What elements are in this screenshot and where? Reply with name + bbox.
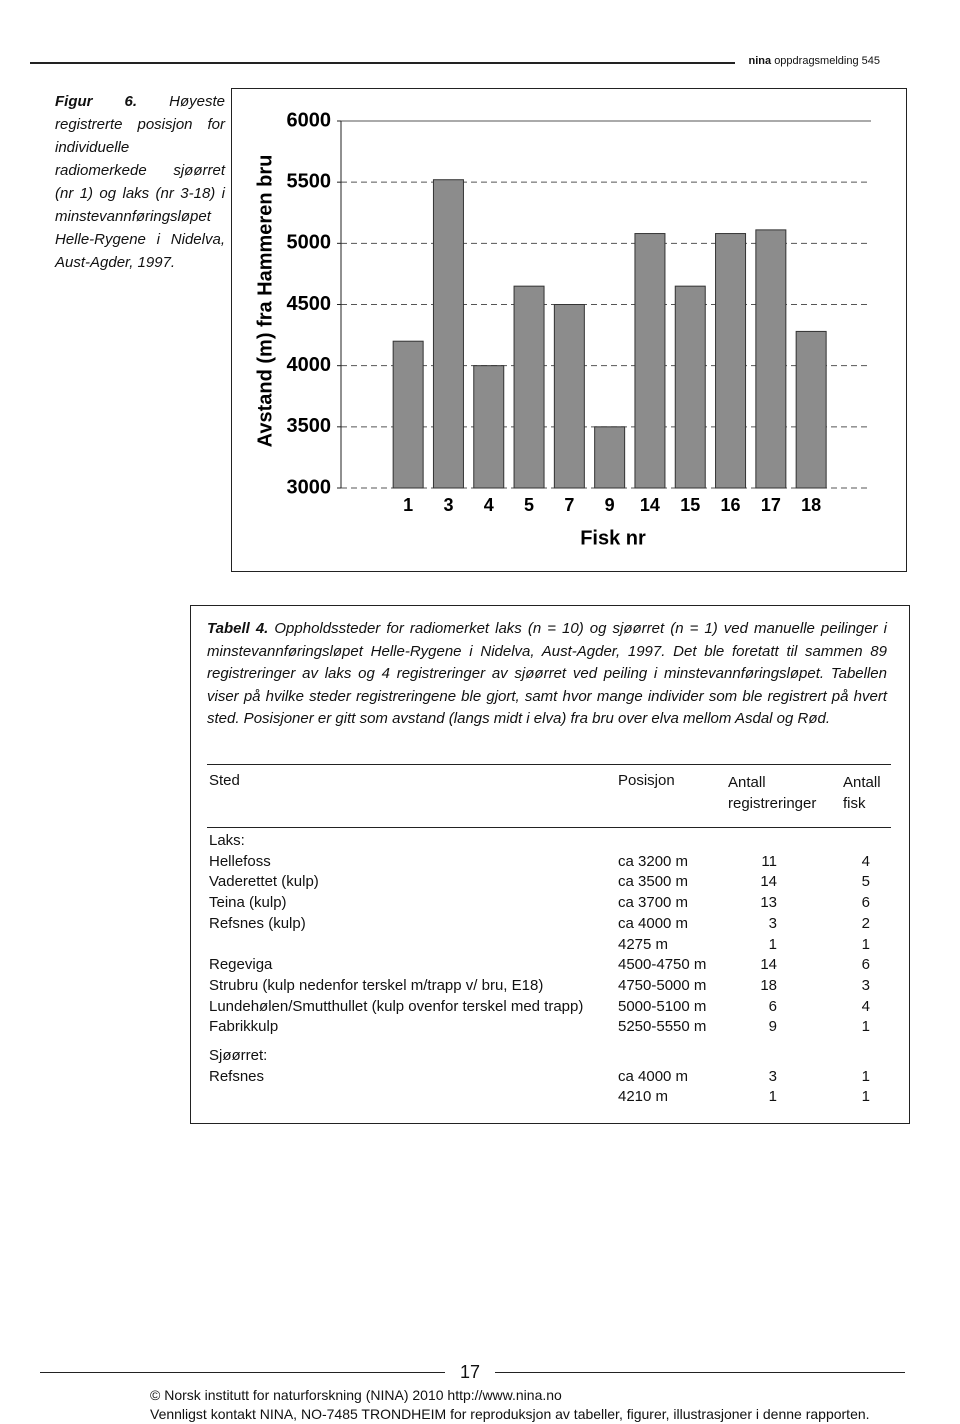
fish-count: 1 (861, 1088, 870, 1106)
position: ca 3500 m (618, 873, 689, 891)
bar (432, 179, 464, 489)
place: Teina (kulp) (209, 894, 287, 912)
position: 4750-5000 m (618, 976, 707, 994)
group-label: Sjøørret: (209, 1047, 268, 1064)
table-box: Tabell 4. Oppholdssteder for radiomerket… (190, 605, 910, 1124)
registrations: 13 (760, 894, 777, 912)
registrations: 9 (768, 1018, 777, 1036)
x-tick-label: 18 (801, 495, 821, 515)
y-tick-label: 5500 (287, 170, 332, 192)
figure-caption: Figur 6. Høyeste registrerte posisjon fo… (55, 90, 225, 274)
footer-rule (40, 1372, 445, 1373)
header-brand: nina (748, 55, 772, 67)
fish-count: 4 (861, 852, 870, 870)
y-tick-label: 5000 (287, 232, 332, 254)
y-tick-label: 4000 (287, 354, 332, 376)
footer-rule (495, 1372, 905, 1373)
place: Lundehølen/Smutthullet (kulp ovenfor ter… (209, 997, 584, 1015)
place: Fabrikkulp (209, 1018, 279, 1036)
table-rule (207, 764, 891, 765)
table-caption-text: Oppholdssteder for radiomerket laks (n =… (207, 620, 887, 727)
x-tick-label: 14 (640, 495, 660, 515)
x-axis-title: Fisk nr (580, 527, 646, 549)
place: Hellefoss (209, 852, 271, 870)
fish-count: 1 (861, 935, 870, 953)
place: Refsnes (209, 1067, 265, 1085)
position: 4500-4750 m (618, 956, 707, 974)
registrations: 18 (760, 976, 777, 994)
position: ca 4000 m (618, 914, 689, 932)
registrations: 3 (768, 1067, 777, 1085)
header-rule (30, 62, 735, 64)
fish-count: 1 (861, 1018, 870, 1036)
group-label: Laks: (209, 832, 245, 849)
x-tick-label: 15 (680, 495, 700, 515)
registrations: 14 (760, 956, 777, 974)
y-tick-label: 3000 (287, 476, 332, 498)
position: ca 3200 m (618, 852, 689, 870)
registrations: 1 (768, 1088, 777, 1106)
fish-count: 1 (861, 1067, 870, 1085)
column-header: Antall registreringer (728, 774, 817, 812)
place: Strubru (kulp nedenfor terskel m/trapp v… (209, 976, 544, 994)
fish-count: 6 (861, 956, 870, 974)
y-tick-label: 3500 (287, 415, 332, 437)
x-tick-label: 17 (761, 495, 781, 515)
fish-count: 2 (861, 914, 870, 932)
bar (594, 426, 626, 489)
registrations: 3 (768, 914, 777, 932)
registrations: 1 (768, 935, 777, 953)
x-tick-label: 16 (721, 495, 741, 515)
x-tick-label: 5 (524, 495, 534, 515)
fish-count: 5 (861, 873, 870, 891)
bar (795, 330, 827, 489)
registrations: 14 (760, 873, 777, 891)
notice: Vennligst kontakt NINA, NO-7485 TRONDHEI… (150, 1406, 870, 1422)
chart: Avstand (m) fra Hammeren bru Fisk nr 300… (231, 88, 907, 572)
bar (513, 285, 545, 489)
column-header: Antall fisk (843, 774, 881, 812)
registrations: 11 (761, 852, 777, 870)
place: Regeviga (209, 956, 273, 974)
position: 4210 m (618, 1088, 669, 1106)
figure-caption-text: Høyeste registrerte posisjon for individ… (55, 93, 226, 271)
fish-count: 6 (861, 894, 870, 912)
header: nina oppdragsmelding 545 (749, 55, 881, 67)
bar (674, 285, 706, 489)
x-tick-label: 4 (484, 495, 494, 515)
x-tick-label: 9 (605, 495, 615, 515)
header-text: oppdragsmelding 545 (774, 55, 880, 67)
registrations: 6 (768, 997, 777, 1015)
fish-count: 3 (861, 976, 870, 994)
place: Vaderettet (kulp) (209, 873, 319, 891)
bar (755, 229, 787, 489)
column-header: Posisjon (618, 772, 675, 789)
position: ca 4000 m (618, 1067, 689, 1085)
place: Refsnes (kulp) (209, 914, 306, 932)
position: ca 3700 m (618, 894, 689, 912)
y-tick-label: 4500 (287, 293, 332, 315)
x-tick-label: 3 (443, 495, 453, 515)
table-label: Tabell 4. (207, 620, 269, 637)
copyright: © Norsk institutt for naturforskning (NI… (150, 1387, 562, 1403)
bar (634, 233, 666, 489)
table-rule (207, 827, 891, 828)
bar (715, 233, 747, 489)
page-number: 17 (459, 1362, 481, 1382)
figure-label: Figur 6. (55, 93, 138, 110)
y-tick-label: 6000 (287, 109, 332, 131)
bar (553, 304, 585, 489)
bar (392, 340, 424, 489)
position: 5250-5550 m (618, 1018, 707, 1036)
y-axis-title: Avstand (m) fra Hammeren bru (254, 155, 276, 448)
position: 5000-5100 m (618, 997, 707, 1015)
bar (473, 365, 505, 489)
x-tick-label: 7 (564, 495, 574, 515)
fish-count: 4 (861, 997, 870, 1015)
column-header: Sted (209, 772, 240, 789)
x-tick-label: 1 (403, 495, 413, 515)
table-caption: Tabell 4. Oppholdssteder for radiomerket… (207, 618, 887, 731)
position: 4275 m (618, 935, 669, 953)
